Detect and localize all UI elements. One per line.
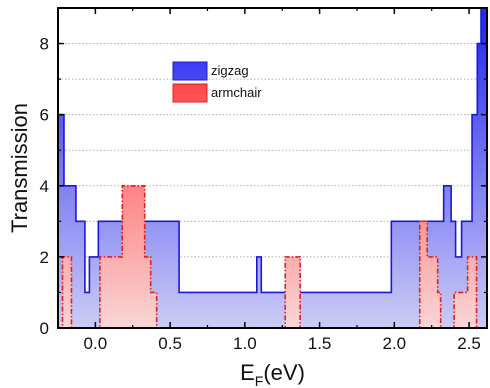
series-zigzag bbox=[58, 7, 487, 328]
legend-swatch bbox=[172, 61, 208, 81]
y-tick-label: 4 bbox=[40, 177, 49, 196]
y-tick-label: 0 bbox=[40, 319, 49, 338]
x-tick-label: 2.0 bbox=[383, 334, 407, 353]
x-tick-label: 1.5 bbox=[308, 334, 332, 353]
x-axis-title-subscript: F bbox=[255, 373, 264, 388]
legend-label: armchair bbox=[211, 85, 262, 100]
y-tick-label: 2 bbox=[40, 248, 49, 267]
series-zigzag-line bbox=[58, 7, 487, 294]
axis-ticks bbox=[58, 8, 487, 329]
legend: zigzag armchair bbox=[172, 61, 262, 103]
x-tick-label: 0.0 bbox=[84, 334, 108, 353]
x-tick-label: 2.5 bbox=[457, 334, 481, 353]
x-tick-label: 0.5 bbox=[158, 334, 182, 353]
legend-item-zigzag: zigzag bbox=[172, 61, 249, 81]
x-axis-title-main: E bbox=[240, 360, 255, 385]
x-axis-title-suffix: (eV) bbox=[263, 360, 305, 385]
y-tick-labels: 0 2 4 6 8 bbox=[40, 35, 49, 338]
legend-label: zigzag bbox=[211, 63, 249, 78]
plot-frame bbox=[57, 7, 488, 329]
series-zigzag-area bbox=[58, 8, 487, 328]
y-tick-label: 6 bbox=[40, 106, 49, 125]
legend-swatch bbox=[172, 83, 208, 103]
legend-item-armchair: armchair bbox=[172, 83, 262, 103]
x-tick-label: 1.0 bbox=[233, 334, 257, 353]
y-tick-label: 8 bbox=[40, 35, 49, 54]
x-tick-labels: 0.0 0.5 1.0 1.5 2.0 2.5 bbox=[84, 334, 481, 353]
y-axis-title: Transmission bbox=[7, 103, 32, 233]
series-armchair-area bbox=[58, 185, 487, 328]
series-layer bbox=[58, 7, 487, 329]
series-armchair bbox=[58, 184, 487, 329]
x-axis-title: EF(eV) bbox=[240, 360, 305, 388]
series-armchair-line bbox=[58, 184, 487, 329]
